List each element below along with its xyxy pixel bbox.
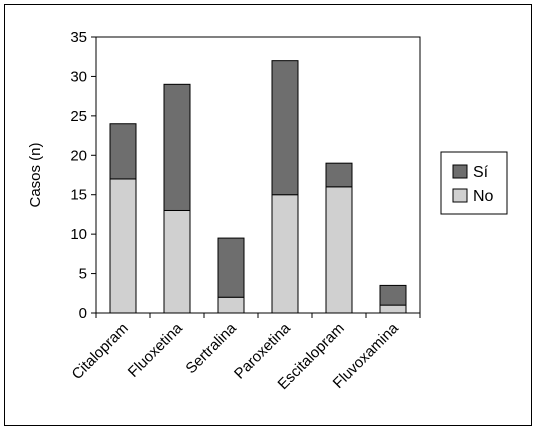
bar-no-fluvoxamina	[379, 304, 407, 314]
x-tick-label: Citalopram	[69, 320, 132, 383]
y-tick-label: 0	[79, 305, 87, 322]
bar-no-fluoxetina	[163, 209, 191, 314]
legend: Sí No	[440, 151, 508, 215]
y-axis: 0 5 10 15 20 25 30 35	[70, 29, 96, 322]
y-tick-label: 5	[79, 266, 87, 283]
bar-no-escitalopram	[325, 186, 353, 314]
y-tick-label: 20	[70, 147, 87, 164]
bar-no-sertralina	[217, 296, 245, 314]
bar-sx-fluoxetina	[163, 83, 191, 211]
y-tick-label: 15	[70, 187, 87, 204]
x-axis: CitalopramFluoxetinaSertralinaParoxetina…	[69, 313, 421, 393]
bar-sx-paroxetina	[271, 60, 299, 196]
y-tick-label: 30	[70, 68, 87, 85]
legend-label: No	[473, 188, 494, 205]
chart-frame	[4, 4, 532, 426]
y-tick-label: 25	[70, 108, 87, 125]
bar-no-citalopram	[109, 178, 137, 314]
bar-no-paroxetina	[271, 194, 299, 314]
bar-sx-citalopram	[109, 123, 137, 180]
bar-sx-sertralina	[217, 237, 245, 298]
y-tick-label: 10	[70, 226, 87, 243]
plot-area	[95, 36, 421, 314]
x-tick-label: Fluoxetina	[125, 319, 186, 380]
legend-swatch	[452, 164, 468, 179]
legend-label: Sí	[473, 164, 489, 181]
bar-sx-fluvoxamina	[379, 284, 407, 306]
legend-box	[440, 151, 508, 215]
x-tick-label: Sertralina	[182, 319, 240, 377]
legend-swatch	[452, 188, 468, 203]
bar-sx-escitalopram	[325, 162, 353, 188]
y-tick-label: 35	[70, 29, 87, 46]
plot-border	[95, 36, 421, 314]
y-axis-label: Casos (n)	[27, 142, 44, 207]
